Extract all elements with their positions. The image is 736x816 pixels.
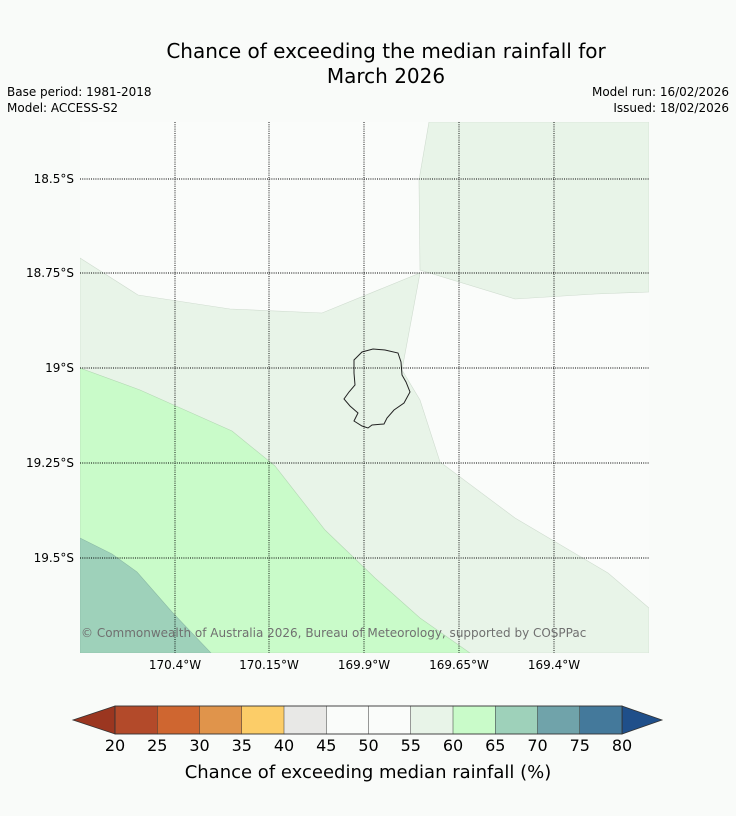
colorbar: 20 25 30 35 40 45 50 55 60 65 70 75 80 Chance of exc… (71, 705, 664, 783)
chart-title: Chance of exceeding the median rainfall … (0, 39, 736, 89)
copyright-text: © Commonwealth of Australia 2026, Bureau… (81, 626, 586, 640)
model-label: Model: ACCESS-S2 (7, 101, 119, 115)
lon-label-1: 170.4°W (149, 658, 201, 672)
colorbar-tick-70: 70 (527, 736, 547, 755)
lon-label-3: 169.9°W (338, 658, 390, 672)
colorbar-bin-11 (579, 705, 623, 735)
colorbar-bin-1 (157, 705, 201, 735)
colorbar-bin-4 (283, 705, 327, 735)
colorbar-tick-60: 60 (443, 736, 463, 755)
colorbar-over-arrow (621, 705, 664, 735)
gridlines (80, 122, 649, 653)
colorbar-tick-30: 30 (189, 736, 209, 755)
band-60-65 (80, 367, 471, 653)
colorbar-tick-55: 55 (401, 736, 421, 755)
colorbar-under-arrow (71, 705, 116, 735)
band-55-60-northeast (418, 122, 649, 300)
lat-label-1: 18.5°S (34, 172, 74, 186)
colorbar-bin-2 (199, 705, 243, 735)
colorbar-tick-35: 35 (232, 736, 252, 755)
colorbar-tick-20: 20 (105, 736, 125, 755)
meta-left: Base period: 1981-2018 Model: ACCESS-S2 (7, 84, 152, 116)
meta-right: Model run: 16/02/2026 Issued: 18/02/2026 (592, 84, 729, 116)
lat-label-3: 19°S (45, 361, 74, 375)
issued-label: Issued: 18/02/2026 (613, 101, 729, 115)
colorbar-tick-65: 65 (485, 736, 505, 755)
colorbar-bin-6 (368, 705, 412, 735)
colorbar-tick-25: 25 (147, 736, 167, 755)
map-panel: © Commonwealth of Australia 2026, Bureau… (80, 122, 649, 653)
lat-label-2: 18.75°S (26, 266, 74, 280)
colorbar-bin-8 (452, 705, 496, 735)
lat-label-5: 19.5°S (34, 551, 74, 565)
colorbar-tick-80: 80 (612, 736, 632, 755)
colorbar-bin-3 (241, 705, 285, 735)
colorbar-tick-labels: 20 25 30 35 40 45 50 55 60 65 70 75 80 (105, 736, 632, 755)
colorbar-bin-9 (495, 705, 539, 735)
colorbar-bin-10 (537, 705, 581, 735)
colorbar-tick-75: 75 (570, 736, 590, 755)
lon-label-4: 169.65°W (429, 658, 489, 672)
title-line-1: Chance of exceeding the median rainfall … (166, 39, 606, 63)
title-line-2: March 2026 (326, 64, 446, 88)
colorbar-bins (114, 705, 623, 735)
lon-label-5: 169.4°W (528, 658, 580, 672)
colorbar-tick-40: 40 (274, 736, 294, 755)
colorbar-frame (114, 705, 623, 735)
colorbar-bin-5 (326, 705, 370, 735)
colorbar-tick-50: 50 (358, 736, 378, 755)
base-period-label: Base period: 1981-2018 (7, 85, 152, 99)
lon-label-2: 170.15°W (239, 658, 299, 672)
lat-label-4: 19.25°S (26, 456, 74, 470)
colorbar-bin-7 (410, 705, 454, 735)
colorbar-tick-45: 45 (316, 736, 336, 755)
model-run-label: Model run: 16/02/2026 (591, 85, 729, 99)
latitude-labels: 18.5°S 18.75°S 19°S 19.25°S 19.5°S (26, 172, 74, 565)
island-coastline (343, 348, 411, 429)
longitude-labels: 170.4°W 170.15°W 169.9°W 169.65°W 169.4°… (149, 658, 580, 672)
colorbar-bin-0 (114, 705, 158, 735)
colorbar-title: Chance of exceeding median rainfall (%) (185, 762, 552, 783)
band-65-70 (80, 537, 212, 653)
